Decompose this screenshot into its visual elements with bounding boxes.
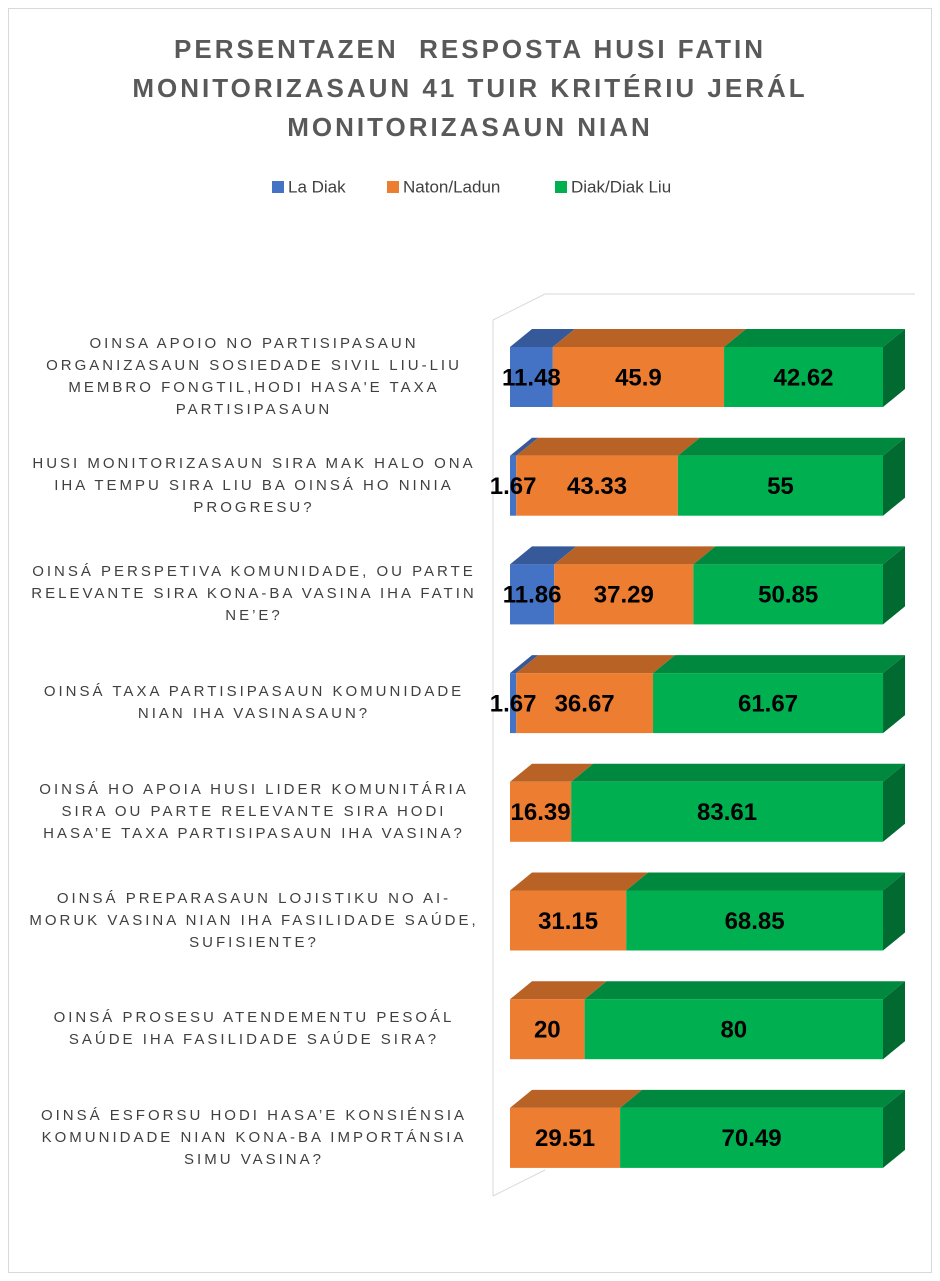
bar-top bbox=[510, 981, 607, 1000]
bar bbox=[724, 347, 883, 407]
bar-top bbox=[552, 329, 747, 347]
category-label: OINSÁ PROSESU ATENDEMENTU PESOÁL SAÚDE I… bbox=[53, 1009, 455, 1049]
bar-top bbox=[620, 1089, 905, 1108]
bar-top bbox=[653, 655, 906, 674]
data-label: 36.67 bbox=[555, 690, 615, 717]
bar-top bbox=[677, 437, 905, 456]
legend-swatch bbox=[387, 181, 399, 193]
data-label: 16.39 bbox=[511, 799, 571, 826]
data-label: 43.33 bbox=[567, 473, 627, 500]
bar-side bbox=[883, 981, 905, 1060]
bar bbox=[554, 564, 694, 625]
bar-top bbox=[626, 872, 905, 891]
bar-side bbox=[883, 872, 905, 951]
data-label: 50.85 bbox=[758, 582, 818, 609]
legend-swatch bbox=[272, 181, 284, 193]
data-label: 80 bbox=[720, 1017, 747, 1044]
data-label: 83.61 bbox=[697, 799, 757, 826]
data-label: 11.86 bbox=[503, 582, 562, 609]
bar bbox=[510, 455, 517, 516]
data-label: 55 bbox=[767, 473, 794, 500]
data-label: 31.15 bbox=[538, 908, 598, 935]
data-label: 42.62 bbox=[773, 364, 833, 391]
bar-side bbox=[883, 546, 905, 625]
plot-walls bbox=[492, 293, 915, 1197]
legend-label: La Diak bbox=[288, 177, 346, 196]
bar-side bbox=[883, 763, 905, 842]
bar-top bbox=[510, 763, 594, 782]
data-label: 29.51 bbox=[535, 1125, 595, 1152]
bar bbox=[510, 999, 585, 1060]
bar bbox=[516, 455, 678, 516]
bar bbox=[677, 455, 883, 516]
legend-swatch bbox=[555, 181, 567, 193]
bar-side bbox=[883, 437, 905, 516]
bar-side bbox=[883, 329, 905, 407]
category-label: OINSÁ PREPARASAUN LOJISTIKU NO AI-MORUK … bbox=[29, 889, 479, 951]
bar-top bbox=[571, 763, 905, 782]
bar bbox=[626, 890, 883, 951]
data-label: 1.67 bbox=[490, 473, 537, 500]
legend-label: Diak/Diak Liu bbox=[571, 177, 671, 196]
bar-side bbox=[883, 1089, 905, 1168]
bar bbox=[516, 673, 654, 734]
bar-top bbox=[516, 655, 676, 674]
data-label: 68.85 bbox=[725, 908, 785, 935]
bar bbox=[552, 347, 725, 407]
data-label: 45.9 bbox=[615, 364, 662, 391]
chart-title: PERSENTAZEN RESPOSTA HUSI FATIN MONITORI… bbox=[132, 34, 818, 142]
bar-top bbox=[510, 546, 577, 565]
bar-top bbox=[510, 1089, 643, 1108]
bar-top bbox=[510, 655, 539, 674]
bar-top bbox=[510, 329, 575, 347]
bar-top bbox=[516, 437, 700, 456]
bar-top bbox=[510, 437, 539, 456]
data-label: 70.49 bbox=[722, 1125, 782, 1152]
data-label: 1.67 bbox=[490, 690, 537, 717]
data-label: 20 bbox=[534, 1017, 561, 1044]
data-label: 37.29 bbox=[594, 582, 654, 609]
bar bbox=[510, 1107, 621, 1168]
bar bbox=[510, 564, 555, 625]
bar bbox=[510, 673, 517, 734]
bar bbox=[620, 1107, 883, 1168]
bar-top bbox=[584, 981, 905, 1000]
legend-label: Naton/Ladun bbox=[403, 177, 500, 196]
bar bbox=[653, 673, 884, 734]
bar bbox=[571, 781, 883, 842]
chart-frame bbox=[8, 8, 932, 1273]
bar-top bbox=[724, 329, 905, 347]
bar bbox=[584, 999, 883, 1060]
category-label: OINSA APOIO NO PARTISIPASAUN ORGANIZASAU… bbox=[46, 335, 462, 418]
bar-side bbox=[883, 655, 906, 734]
category-label: OINSÁ PERSPETIVA KOMUNIDADE, OU PARTE RE… bbox=[31, 563, 477, 625]
category-label: OINSÁ ESFORSU HODI HASA’E KONSIÉNSIA KOM… bbox=[40, 1106, 468, 1168]
category-label: HUSI MONITORIZASAUN SIRA MAK HALO ONA IH… bbox=[32, 454, 476, 516]
bar-top bbox=[510, 872, 649, 891]
data-label: 61.67 bbox=[738, 690, 798, 717]
category-label: OINSÁ HO APOIA HUSI LIDER KOMUNITÁRIA SI… bbox=[39, 780, 469, 842]
category-label: OINSÁ TAXA PARTISIPASAUN KOMUNIDADE NIAN… bbox=[43, 683, 465, 723]
bar bbox=[510, 347, 553, 407]
data-label: 11.48 bbox=[502, 364, 561, 391]
bar-top bbox=[693, 546, 905, 565]
bar-top bbox=[554, 546, 716, 565]
bar bbox=[510, 890, 627, 951]
bar bbox=[693, 564, 883, 625]
bar bbox=[510, 781, 572, 842]
